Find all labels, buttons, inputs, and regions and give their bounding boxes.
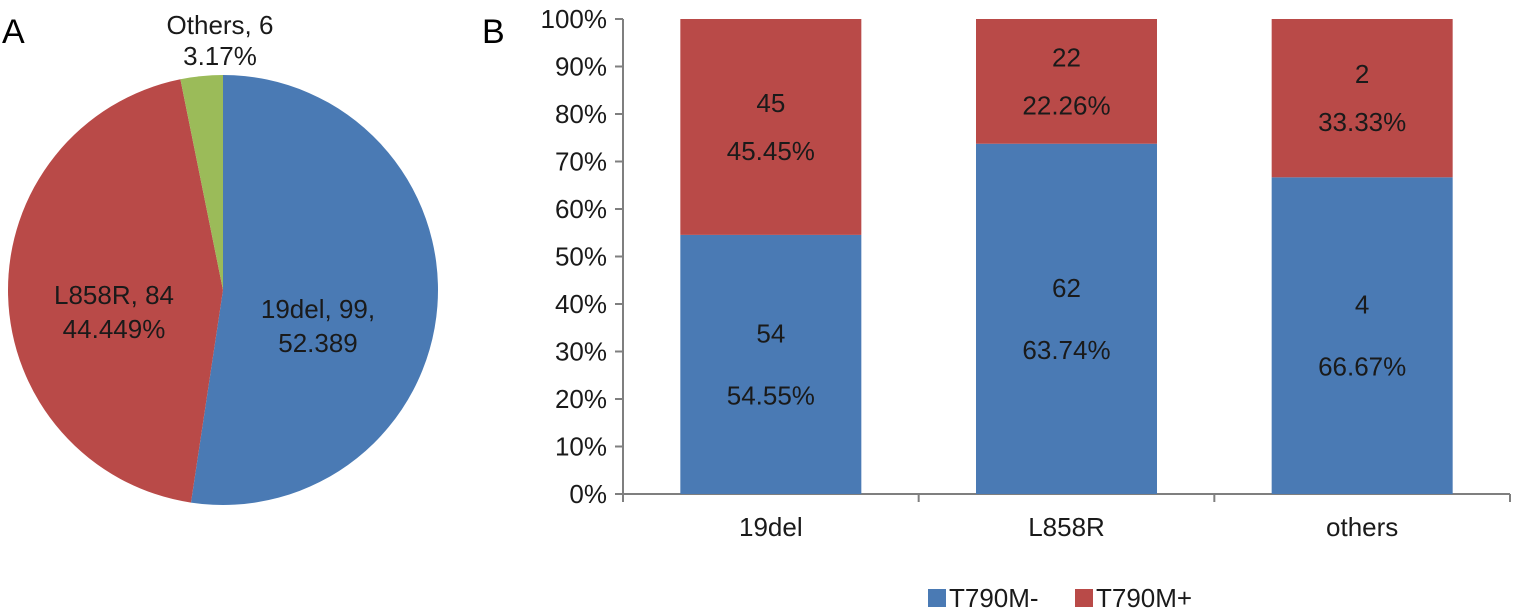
legend-swatch-t790m xyxy=(928,589,946,607)
panel-a-label: A xyxy=(2,13,25,51)
bar-label-line: 45 xyxy=(756,88,785,118)
pie-label-others: Others, 6 3.17% xyxy=(167,10,274,71)
y-tick-label: 20% xyxy=(555,384,607,414)
y-tick-label: 0% xyxy=(569,479,607,509)
bar-label-line: 54.55% xyxy=(727,380,815,410)
bar-others-t790m xyxy=(1271,19,1453,178)
pie-slice-l858r xyxy=(8,79,223,503)
y-tick-label: 40% xyxy=(555,289,607,319)
pie-slice-others xyxy=(180,75,223,290)
panel-b-label: B xyxy=(482,13,505,51)
pie-label-line: 3.17% xyxy=(183,41,257,71)
pie-label-line: 52.389 xyxy=(278,328,358,358)
y-tick-label: 70% xyxy=(555,147,607,177)
bar-others-t790m xyxy=(1271,177,1453,494)
y-tick-label: 50% xyxy=(555,242,607,272)
legend-label-t790m: T790M+ xyxy=(1096,583,1192,613)
pie-slice-19del xyxy=(190,75,439,506)
bar-label-others-t790m: 2 33.33% xyxy=(1318,59,1406,137)
bar-label-line: 45.45% xyxy=(727,136,815,166)
pie-label-l858r: L858R, 84 44.449% xyxy=(54,280,174,344)
bar-label-line: 4 xyxy=(1355,290,1369,320)
y-tick-label: 10% xyxy=(555,432,607,462)
legend-label-t790m: T790M- xyxy=(949,583,1039,613)
bar-label-others-t790m: 4 66.67% xyxy=(1318,290,1406,382)
bar-label-line: 54 xyxy=(756,318,785,348)
x-tick-label: L858R xyxy=(1028,512,1105,542)
bar-l858r-t790m xyxy=(976,19,1157,144)
legend-swatch-t790m xyxy=(1075,589,1093,607)
pie-label-line: Others, 6 xyxy=(167,10,274,40)
bar-label-l858r-t790m: 62 63.74% xyxy=(1022,273,1110,365)
y-tick-label: 90% xyxy=(555,52,607,82)
bar-label-line: 33.33% xyxy=(1318,107,1406,137)
x-tick-label: 19del xyxy=(739,512,803,542)
x-tick-label: others xyxy=(1326,512,1398,542)
pie-label-line: 44.449% xyxy=(63,314,166,344)
bar-19del-t790m xyxy=(680,234,862,494)
bar-label-line: 62 xyxy=(1052,273,1081,303)
bar-label-l858r-t790m: 22 22.26% xyxy=(1022,42,1110,120)
bar-label-line: 66.67% xyxy=(1318,352,1406,382)
stacked-bar-chart: 0% 10% 20% 30% 40% 50% 60% 70% 80% 90% 100% 54 54.55… xyxy=(541,4,1511,542)
bar-label-line: 2 xyxy=(1355,59,1369,89)
legend: T790M- T790M+ xyxy=(928,583,1192,613)
bar-label-19del-t790m: 54 54.55% xyxy=(727,318,815,410)
bar-label-line: 22 xyxy=(1052,42,1081,72)
y-tick-label: 80% xyxy=(555,99,607,129)
pie-label-line: L858R, 84 xyxy=(54,280,174,310)
y-tick-label: 100% xyxy=(541,4,608,34)
bar-19del-t790m xyxy=(680,19,862,235)
pie-label-line: 19del, 99, xyxy=(261,294,375,324)
bar-label-19del-t790m: 45 45.45% xyxy=(727,88,815,166)
pie-chart: 19del, 99, 52.389 L858R, 84 44.449% Others, … xyxy=(8,10,439,506)
bar-label-line: 63.74% xyxy=(1022,335,1110,365)
pie-label-19del: 19del, 99, 52.389 xyxy=(261,294,375,358)
y-tick-label: 60% xyxy=(555,194,607,224)
bar-l858r-t790m xyxy=(976,143,1157,495)
bar-label-line: 22.26% xyxy=(1022,90,1110,120)
y-tick-label: 30% xyxy=(555,337,607,367)
